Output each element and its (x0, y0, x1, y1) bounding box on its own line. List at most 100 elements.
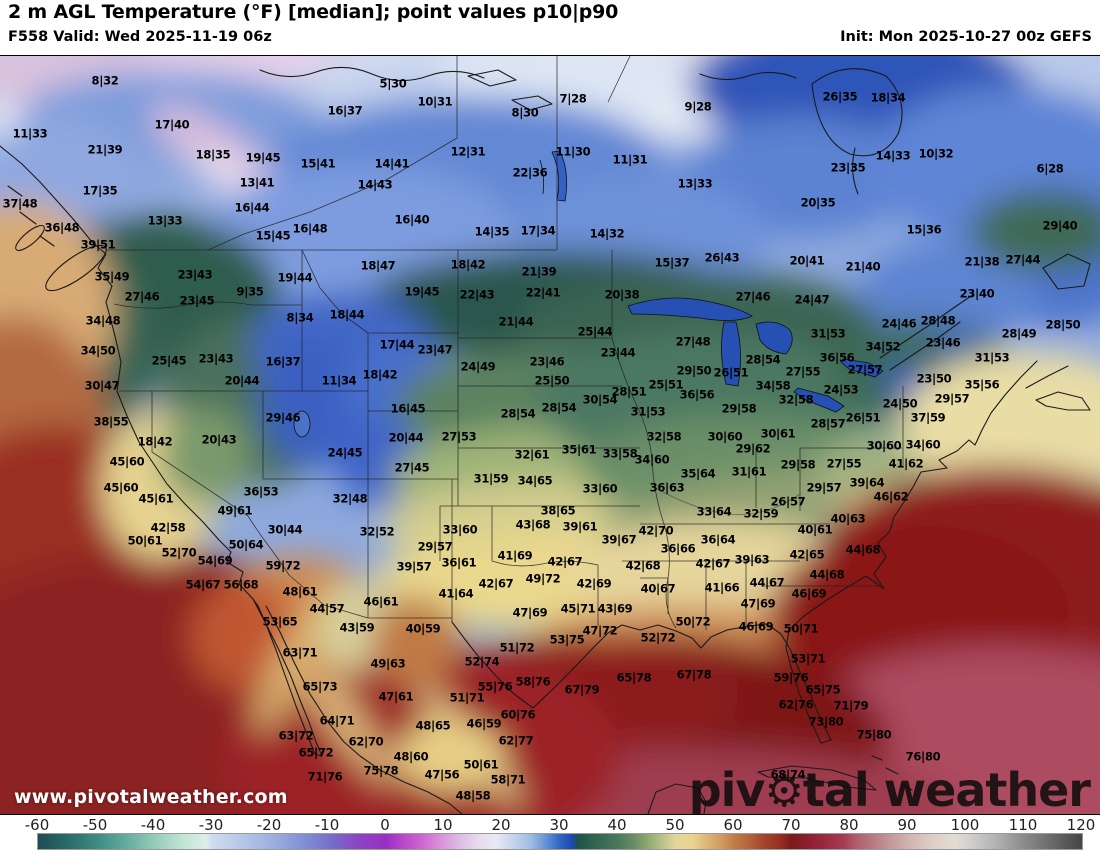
point-value-label: 20|44 (224, 373, 260, 388)
point-value-label: 41|69 (497, 548, 533, 563)
point-value-label: 29|58 (721, 401, 757, 416)
point-value-label: 32|48 (332, 491, 368, 506)
point-value-label: 15|41 (300, 156, 336, 171)
point-value-label: 21|44 (498, 314, 534, 329)
point-value-label: 29|57 (806, 480, 842, 495)
point-value-label: 45|60 (103, 480, 139, 495)
point-value-label: 28|54 (500, 406, 536, 421)
colorbar-tick-label: 60 (723, 816, 743, 834)
point-value-label: 30|47 (84, 378, 120, 393)
point-value-label: 44|68 (845, 542, 881, 557)
point-value-label: 22|41 (525, 285, 561, 300)
point-value-label: 42|67 (547, 554, 583, 569)
coastlines-layer (0, 66, 1091, 814)
point-value-label: 29|58 (780, 457, 816, 472)
point-value-label: 39|67 (601, 532, 637, 547)
point-value-label: 23|43 (177, 267, 213, 282)
point-value-label: 34|65 (517, 473, 553, 488)
point-value-label: 52|74 (464, 654, 500, 669)
point-value-label: 26|57 (770, 494, 806, 509)
point-value-label: 31|59 (473, 471, 509, 486)
point-value-label: 28|49 (1001, 326, 1037, 341)
point-value-label: 40|67 (640, 581, 676, 596)
point-value-label: 18|34 (870, 90, 906, 105)
label-layer: 8|32 17|40 11|33 21|39 18|35 19|45 17|35 13|41 3… (0, 56, 1100, 814)
point-value-label: 16|48 (292, 221, 328, 236)
point-value-label: 18|35 (195, 147, 231, 162)
point-value-label: 58|76 (515, 674, 551, 689)
point-value-label: 16|45 (390, 401, 426, 416)
site-url-watermark: www.pivotalweather.com (14, 786, 288, 808)
point-value-label: 51|71 (449, 690, 485, 705)
point-value-label: 15|45 (255, 228, 291, 243)
point-value-label: 32|61 (514, 447, 550, 462)
init-time-label: Init: Mon 2025-10-27 00z GEFS (840, 29, 1092, 45)
point-value-label: 35|64 (680, 466, 716, 481)
colorbar-tick-label: -20 (256, 816, 282, 834)
point-value-label: 42|68 (625, 558, 661, 573)
point-value-label: 36|56 (819, 350, 855, 365)
point-value-label: 25|45 (151, 353, 187, 368)
point-value-label: 42|65 (789, 547, 825, 562)
point-value-label: 21|38 (964, 254, 1000, 269)
point-value-label: 40|59 (405, 621, 441, 636)
point-value-label: 48|58 (455, 788, 491, 803)
point-value-label: 76|80 (905, 749, 941, 764)
point-value-label: 65|78 (616, 670, 652, 685)
point-value-label: 16|37 (327, 103, 363, 118)
point-value-label: 73|80 (808, 714, 844, 729)
point-value-label: 23|45 (179, 293, 215, 308)
point-value-label: 75|78 (363, 763, 399, 778)
colorbar-tick-label: 10 (433, 816, 453, 834)
point-value-label: 33|60 (582, 481, 618, 496)
point-value-label: 31|61 (731, 464, 767, 479)
point-value-label: 43|59 (339, 620, 375, 635)
point-value-label: 59|72 (265, 558, 301, 573)
point-value-label: 33|64 (696, 504, 732, 519)
point-value-label: 55|76 (477, 679, 513, 694)
point-value-label: 53|71 (790, 651, 826, 666)
point-value-label: 45|61 (138, 491, 174, 506)
point-value-label: 65|75 (805, 682, 841, 697)
point-value-label: 49|61 (217, 503, 253, 518)
point-value-label: 41|64 (438, 586, 474, 601)
point-value-label: 40|61 (797, 522, 833, 537)
point-value-label: 13|33 (147, 213, 183, 228)
point-value-label: 38|65 (540, 503, 576, 518)
point-value-label: 29|46 (265, 410, 301, 425)
point-value-label: 8|34 (286, 310, 314, 325)
point-value-label: 36|53 (243, 484, 279, 499)
point-value-label: 14|33 (875, 148, 911, 163)
point-value-label: 39|51 (80, 237, 116, 252)
point-value-label: 27|57 (847, 362, 883, 377)
point-value-label: 30|44 (267, 522, 303, 537)
point-value-label: 30|60 (866, 438, 902, 453)
point-value-label: 20|35 (800, 195, 836, 210)
colorbar-tick-label: 50 (665, 816, 685, 834)
point-value-label: 48|61 (282, 584, 318, 599)
point-value-label: 19|44 (277, 270, 313, 285)
point-value-label: 14|43 (357, 177, 393, 192)
point-value-label: 47|72 (582, 623, 618, 638)
point-value-label: 62|76 (778, 697, 814, 712)
colorbar-tick-label: 20 (491, 816, 511, 834)
point-value-label: 52|72 (640, 630, 676, 645)
valid-time-label: F558 Valid: Wed 2025-11-19 06z (8, 29, 272, 45)
point-value-label: 21|39 (521, 264, 557, 279)
point-value-label: 26|35 (822, 89, 858, 104)
point-value-label: 63|72 (278, 728, 314, 743)
point-value-label: 18|42 (137, 434, 173, 449)
point-value-label: 46|59 (466, 716, 502, 731)
point-value-label: 17|44 (379, 337, 415, 352)
point-value-label: 28|57 (810, 416, 846, 431)
point-value-label: 32|59 (743, 506, 779, 521)
colorbar: -60 -50 -40 -30 -20 -10 0 10 20 30 40 50 60 70 80 90 100… (0, 815, 1100, 850)
colorbar-gradient (37, 833, 1083, 850)
point-value-label: 45|60 (109, 454, 145, 469)
point-value-label: 8|30 (511, 105, 539, 120)
point-value-label: 8|32 (91, 73, 119, 88)
point-value-label: 23|50 (916, 371, 952, 386)
point-value-label: 11|34 (321, 373, 357, 388)
point-value-label: 48|65 (415, 718, 451, 733)
point-value-label: 54|67 (185, 577, 221, 592)
